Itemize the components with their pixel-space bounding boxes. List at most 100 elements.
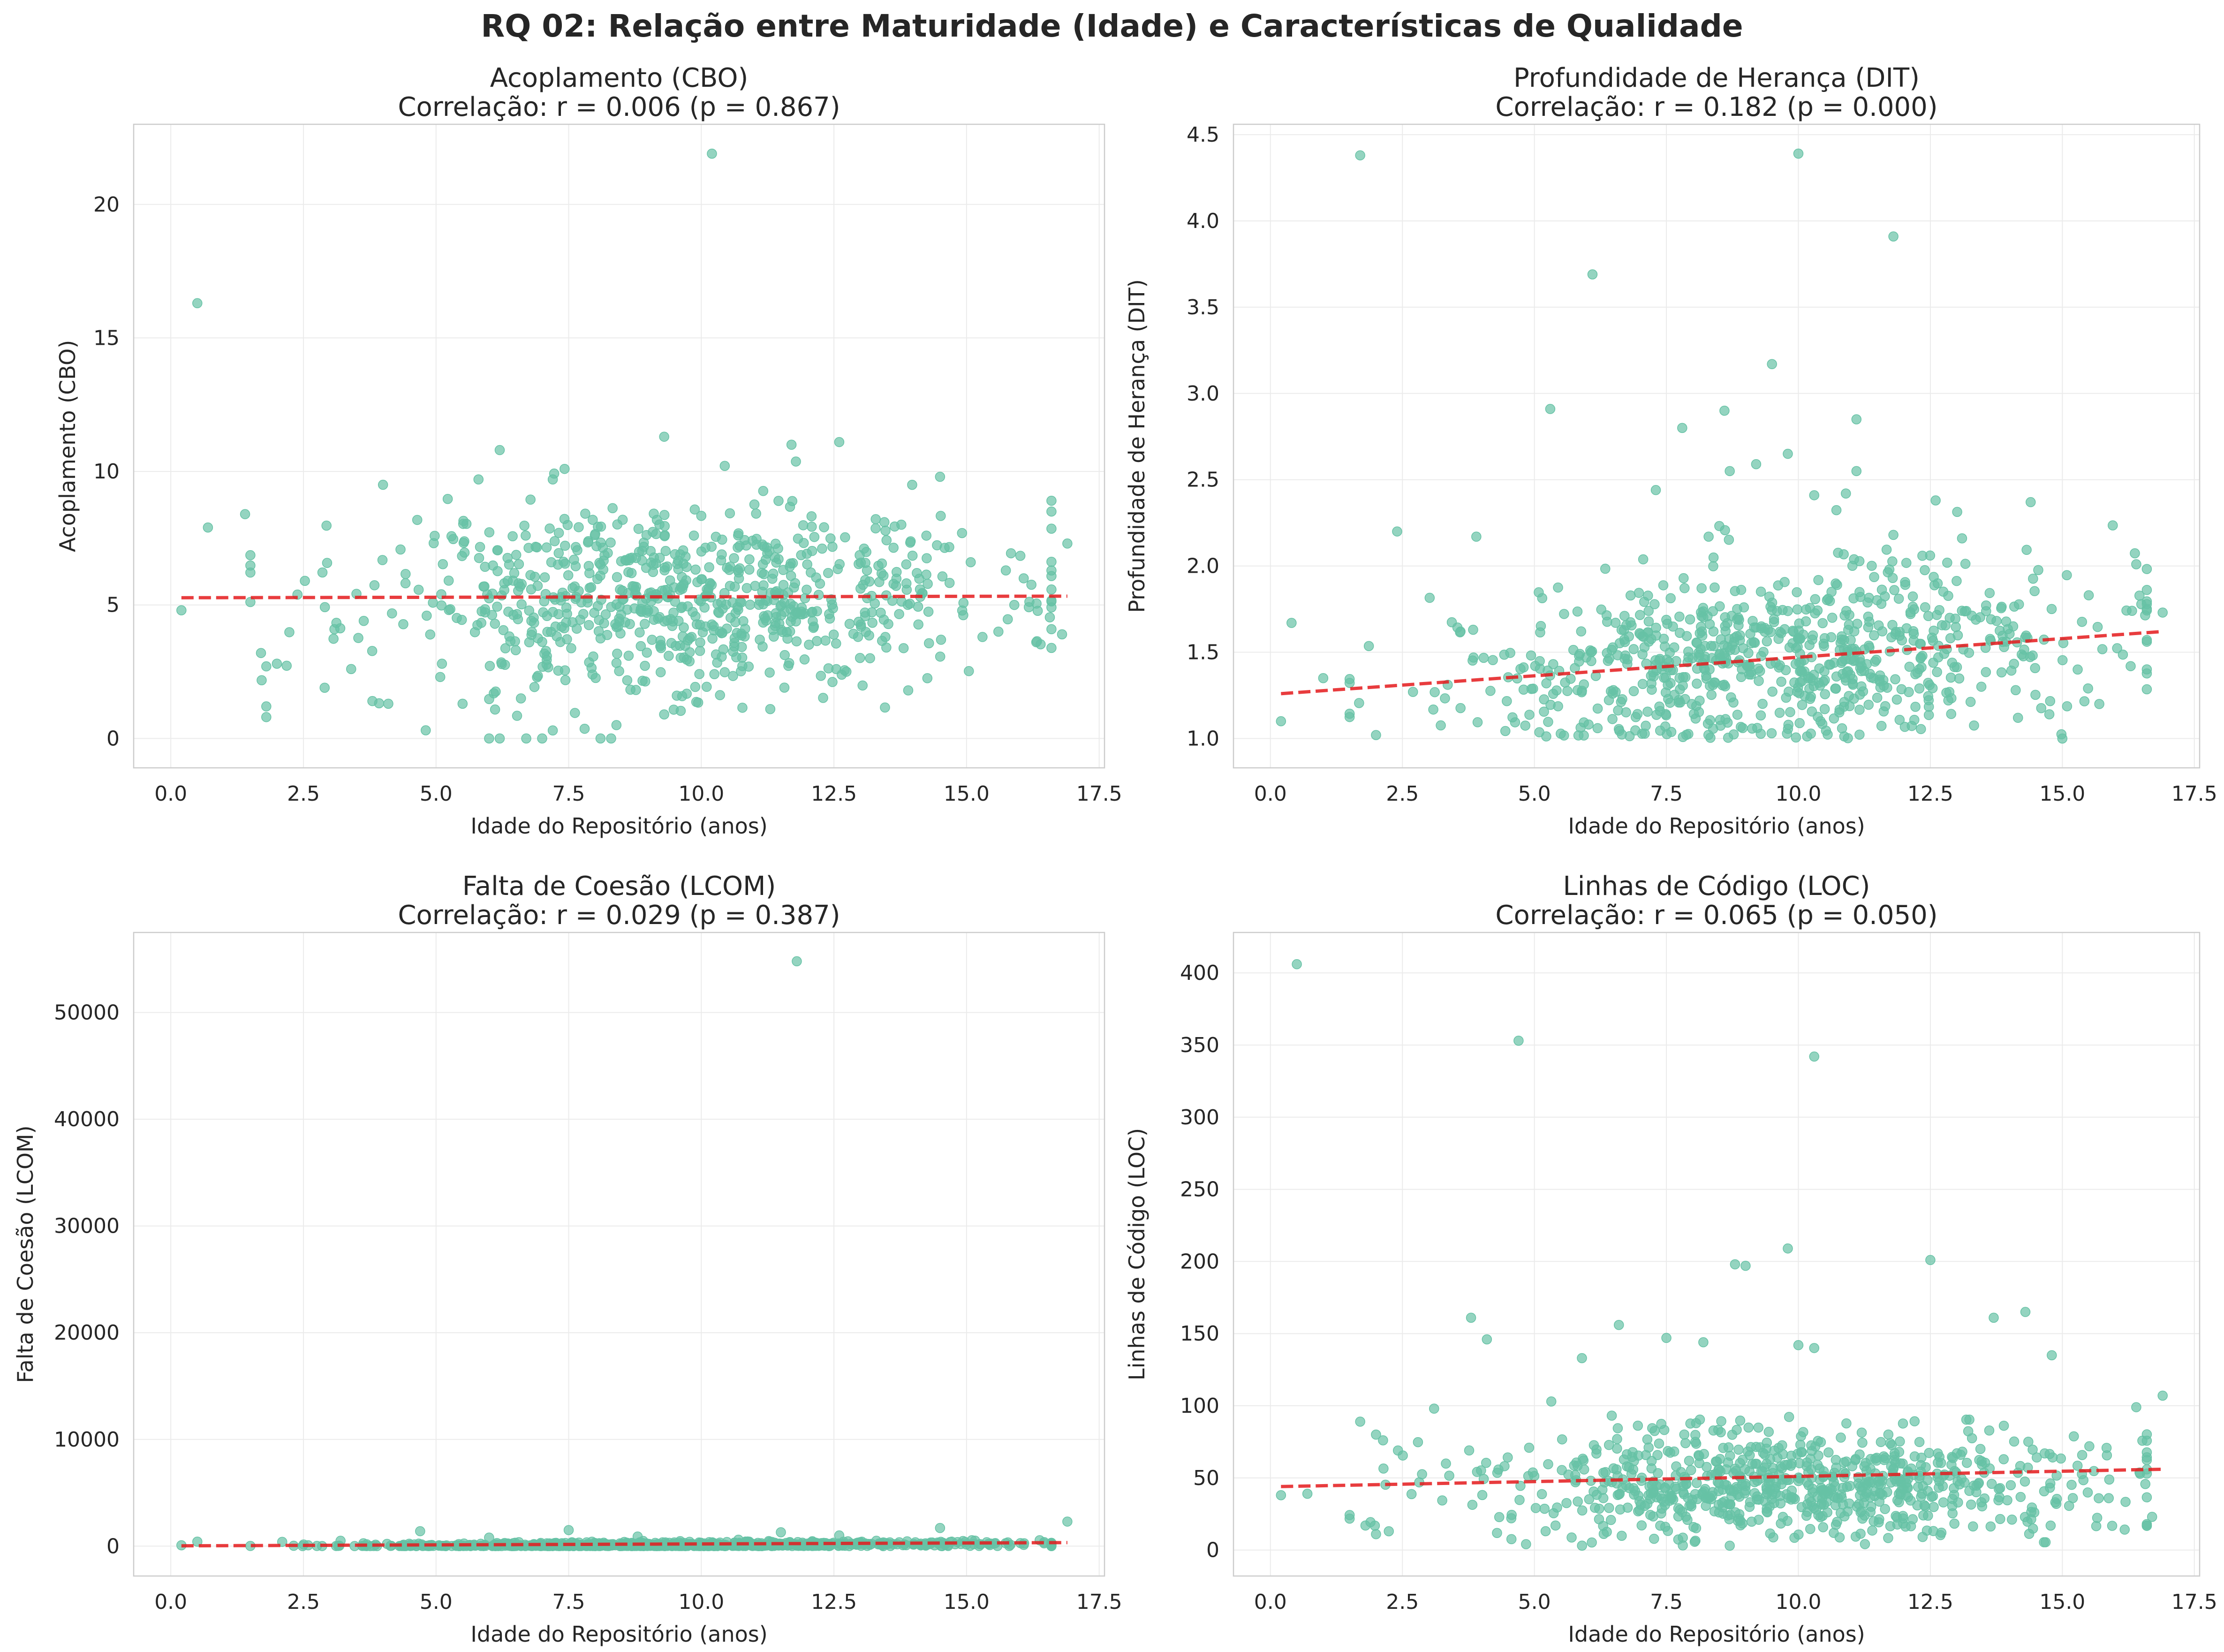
scatter-point <box>1876 720 1887 731</box>
scatter-point <box>880 632 891 642</box>
scatter-point <box>617 515 628 525</box>
scatter-point <box>1677 423 1687 433</box>
scatter-point <box>461 519 472 529</box>
scatter-point <box>717 534 727 545</box>
scatter-point <box>827 677 838 687</box>
scatter-point <box>779 650 790 660</box>
scatter-point <box>606 733 616 744</box>
scatter-point <box>881 535 892 546</box>
scatter-point <box>1653 1468 1663 1478</box>
scatter-point <box>1441 1458 1451 1469</box>
scatter-point <box>459 547 470 558</box>
scatter-point <box>1921 1525 1932 1536</box>
scatter-point <box>631 553 641 563</box>
scatter-point <box>1651 622 1661 633</box>
scatter-point <box>1723 1457 1733 1468</box>
scatter-point <box>2007 1514 2017 1525</box>
scatter-point <box>413 584 424 595</box>
scatter-point <box>2157 1390 2168 1401</box>
scatter-point <box>1745 629 1755 639</box>
scatter-point <box>1989 1312 1999 1323</box>
scatter-point <box>1658 580 1669 591</box>
scatter-point <box>1947 1494 1958 1504</box>
scatter-point <box>1698 1337 1709 1348</box>
y-tick-label: 350 <box>1180 1033 1219 1057</box>
scatter-point <box>1830 1481 1840 1492</box>
scatter-point <box>507 531 518 541</box>
scatter-point <box>1691 1523 1702 1533</box>
scatter-point <box>1046 584 1057 595</box>
scatter-point <box>1792 604 1803 615</box>
y-tick-label: 300 <box>1180 1106 1219 1129</box>
scatter-point <box>695 637 705 648</box>
scatter-point <box>905 536 916 546</box>
scatter-point <box>1573 1496 1583 1507</box>
scatter-point <box>2077 616 2087 627</box>
scatter-point <box>1856 1427 1867 1438</box>
scatter-point <box>1781 1489 1792 1500</box>
scatter-point <box>1741 659 1752 670</box>
scatter-point <box>2045 696 2056 706</box>
scatter-point <box>2057 733 2068 744</box>
scatter-point <box>1755 666 1765 676</box>
scatter-point <box>786 440 797 450</box>
scatter-point <box>322 558 333 568</box>
scatter-point <box>907 550 918 561</box>
scatter-point <box>690 682 701 692</box>
scatter-point <box>1840 672 1850 683</box>
scatter-point <box>647 635 657 645</box>
scatter-point <box>1827 613 1838 623</box>
scatter-point <box>488 560 498 571</box>
scatter-point <box>588 651 598 662</box>
scatter-point <box>1857 1513 1868 1524</box>
scatter-point <box>707 633 718 644</box>
scatter-point <box>484 661 495 671</box>
scatter-point <box>857 680 868 691</box>
scatter-point <box>1612 1490 1623 1500</box>
scatter-point <box>1649 1533 1659 1544</box>
scatter-point <box>1455 626 1466 637</box>
scatter-point <box>2027 1444 2038 1455</box>
scatter-point <box>1617 1531 1627 1541</box>
scatter-point <box>702 682 712 692</box>
scatter-point <box>1839 731 1850 742</box>
scatter-point <box>2002 1495 2012 1506</box>
scatter-point <box>531 542 542 553</box>
x-tick-label: 12.5 <box>1907 782 1953 806</box>
scatter-point <box>834 437 845 447</box>
scatter-point <box>734 563 745 574</box>
scatter-point <box>1579 730 1589 741</box>
scatter-point <box>944 542 954 553</box>
scatter-point <box>1925 1255 1936 1266</box>
scatter-point <box>1853 1478 1864 1489</box>
scatter-point <box>1895 1436 1905 1447</box>
scatter-point <box>758 599 769 609</box>
scatter-point <box>1568 644 1579 655</box>
scatter-point <box>588 515 598 525</box>
scatter-point <box>715 690 725 700</box>
scatter-point <box>1803 671 1814 682</box>
scatter-point <box>1344 712 1355 722</box>
scatter-point <box>727 597 738 608</box>
scatter-point <box>1928 658 1938 668</box>
scatter-point <box>1612 1434 1622 1444</box>
scatter-point <box>648 527 658 537</box>
scatter-point <box>1046 506 1057 517</box>
scatter-point <box>807 546 817 556</box>
scatter-point <box>1652 1450 1663 1460</box>
y-axis-label: Profundidade de Herança (DIT) <box>1124 279 1150 613</box>
scatter-point <box>1944 687 1955 697</box>
scatter-point <box>622 675 633 686</box>
scatter-point <box>1611 1464 1622 1475</box>
scatter-point <box>957 605 968 616</box>
scatter-point <box>1900 579 1911 590</box>
scatter-point <box>1862 597 1873 608</box>
scatter-point <box>1800 690 1810 701</box>
scatter-point <box>876 607 886 618</box>
scatter-point <box>1920 602 1930 613</box>
scatter-point <box>894 609 904 619</box>
scatter-point <box>1731 1482 1741 1493</box>
scatter-point <box>1537 593 1548 603</box>
scatter-point <box>1717 680 1728 690</box>
scatter-point <box>1882 682 1892 693</box>
